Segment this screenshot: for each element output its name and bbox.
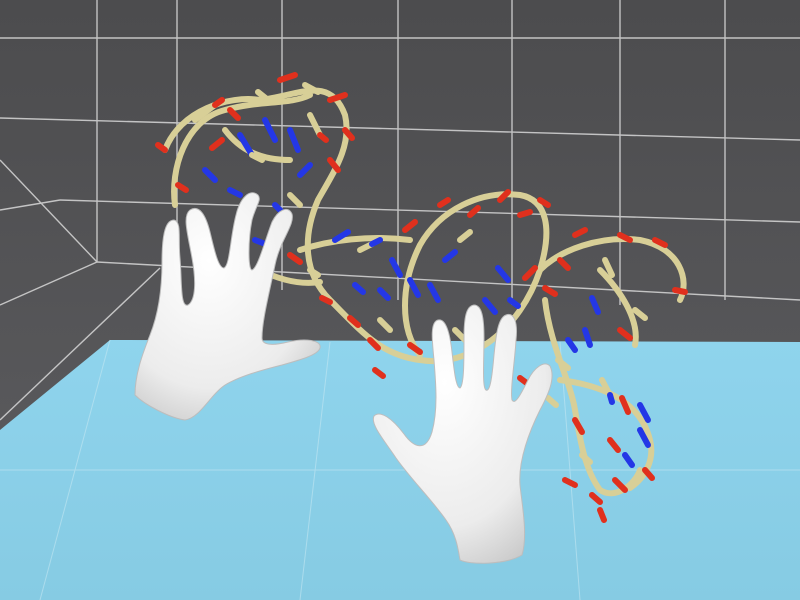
rna-nucleotides [155, 72, 688, 523]
helix-rung-group-3 [555, 227, 688, 371]
room-grid [0, 0, 800, 521]
right-hand-controller-icon[interactable] [372, 304, 553, 564]
helix-rung-group-4 [517, 375, 655, 523]
floor-grid [0, 339, 800, 600]
helix-rung-group-1 [155, 72, 355, 278]
left-hand-controller-icon[interactable] [134, 192, 321, 421]
helix-rung-group-2 [319, 189, 558, 379]
